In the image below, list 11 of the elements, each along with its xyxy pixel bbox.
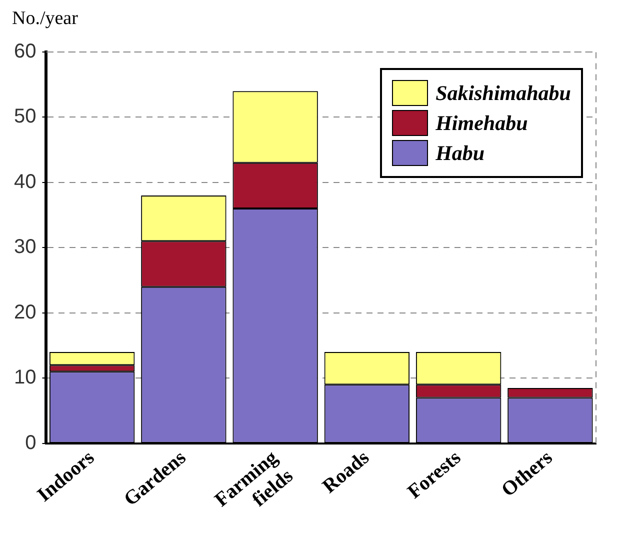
- legend-label: Sakishimahabu: [436, 80, 571, 106]
- y-axis-title: No./year: [12, 8, 78, 30]
- legend-label: Habu: [436, 140, 485, 166]
- legend-label: Himehabu: [436, 110, 528, 136]
- y-tick-label: 0: [25, 432, 36, 454]
- y-tick-label: 30: [14, 236, 36, 258]
- y-tick-label: 40: [14, 170, 36, 193]
- y-tick-label: 10: [14, 366, 36, 389]
- y-tick-label: 20: [14, 301, 36, 324]
- y-tick-label: 50: [14, 106, 36, 128]
- y-tick-label: 60: [14, 40, 36, 63]
